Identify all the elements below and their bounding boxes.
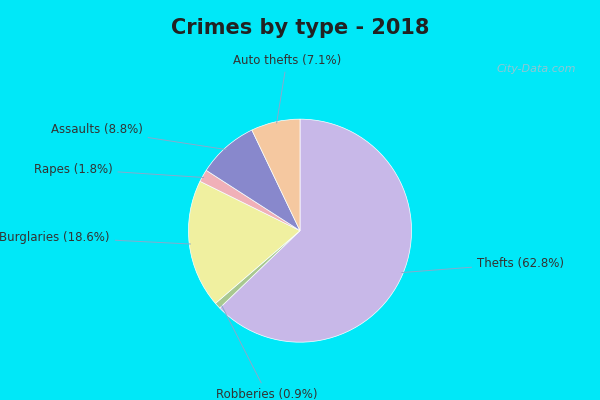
Wedge shape bbox=[220, 119, 412, 342]
Text: Crimes by type - 2018: Crimes by type - 2018 bbox=[171, 18, 429, 38]
Text: City-Data.com: City-Data.com bbox=[497, 64, 576, 74]
Text: Burglaries (18.6%): Burglaries (18.6%) bbox=[0, 231, 190, 244]
Wedge shape bbox=[188, 181, 300, 303]
Wedge shape bbox=[252, 119, 300, 231]
Text: Robberies (0.9%): Robberies (0.9%) bbox=[217, 306, 318, 400]
Text: Assaults (8.8%): Assaults (8.8%) bbox=[50, 123, 226, 150]
Wedge shape bbox=[215, 231, 300, 308]
Text: Auto thefts (7.1%): Auto thefts (7.1%) bbox=[233, 54, 341, 123]
Text: Rapes (1.8%): Rapes (1.8%) bbox=[34, 162, 203, 178]
Wedge shape bbox=[206, 130, 300, 231]
Text: Thefts (62.8%): Thefts (62.8%) bbox=[402, 257, 564, 272]
Wedge shape bbox=[200, 170, 300, 231]
